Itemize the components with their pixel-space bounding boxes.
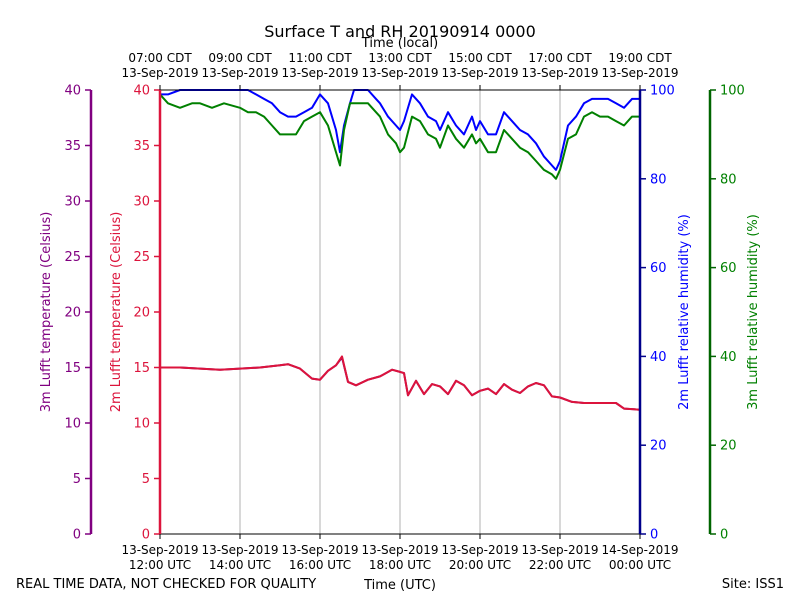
y-axis-label-t3m: 3m Lufft temperature (Celsius) xyxy=(39,212,54,413)
x-tick-label-top-time: 19:00 CDT xyxy=(608,51,672,65)
x-tick-label-top-date: 13-Sep-2019 xyxy=(201,66,278,80)
y-axis-label-t2m: 2m Lufft temperature (Celsius) xyxy=(109,212,124,413)
y-tick-label-t3m: 0 xyxy=(73,528,81,543)
x-tick-label-top-time: 09:00 CDT xyxy=(208,51,272,65)
y-tick-label-t3m: 30 xyxy=(64,195,81,210)
y-tick-label-rh3m: 40 xyxy=(720,350,737,365)
x-tick-label-top-date: 13-Sep-2019 xyxy=(601,66,678,80)
x-tick-label-bottom-date: 14-Sep-2019 xyxy=(601,543,678,557)
x-tick-label-top-time: 17:00 CDT xyxy=(528,51,592,65)
y-tick-label-rh2m: 80 xyxy=(650,172,667,187)
y-tick-label-rh3m: 100 xyxy=(720,84,745,99)
x-tick-label-bottom-time: 00:00 UTC xyxy=(609,558,671,572)
y-tick-label-rh3m: 0 xyxy=(720,528,728,543)
x-tick-label-top-time: 13:00 CDT xyxy=(368,51,432,65)
y-tick-label-t3m: 10 xyxy=(64,417,81,432)
x-tick-label-bottom-time: 16:00 UTC xyxy=(289,558,351,572)
x-tick-label-top-date: 13-Sep-2019 xyxy=(121,66,198,80)
x-tick-label-top-date: 13-Sep-2019 xyxy=(521,66,598,80)
x-tick-label-bottom-time: 22:00 UTC xyxy=(529,558,591,572)
y-tick-label-t2m: 35 xyxy=(133,139,150,154)
x-tick-label-bottom-date: 13-Sep-2019 xyxy=(121,543,198,557)
grid-lines xyxy=(239,90,561,534)
y-tick-label-t2m: 15 xyxy=(133,361,150,376)
y-tick-label-t2m: 30 xyxy=(133,195,150,210)
x-tick-label-top-date: 13-Sep-2019 xyxy=(441,66,518,80)
x-tick-label-top-date: 13-Sep-2019 xyxy=(281,66,358,80)
x-tick-label-bottom-time: 20:00 UTC xyxy=(449,558,511,572)
y-tick-label-t2m: 40 xyxy=(133,84,150,99)
y-tick-label-rh2m: 20 xyxy=(650,439,667,454)
y-tick-label-rh2m: 0 xyxy=(650,528,658,543)
series-lines xyxy=(159,89,641,411)
x-tick-label-top-time: 15:00 CDT xyxy=(448,51,512,65)
x-tick-label-bottom-time: 14:00 UTC xyxy=(209,558,271,572)
y-tick-label-t2m: 25 xyxy=(133,250,150,265)
bottom-axis-label: Time (UTC) xyxy=(363,578,436,593)
y-axis-rh3m: 0 20 40 60 80 100 3m Lufft relative humidity (… xyxy=(708,84,761,543)
quality-note: REAL TIME DATA, NOT CHECKED FOR QUALITY xyxy=(16,577,316,592)
x-tick-label-bottom-date: 13-Sep-2019 xyxy=(441,543,518,557)
y-tick-label-t3m: 40 xyxy=(64,84,81,99)
y-tick-label-rh2m: 60 xyxy=(650,261,667,276)
y-axis-t3m: 0 5 10 15 20 25 30 35 40 3m Lufft temperature (Ce… xyxy=(39,84,93,543)
y-tick-label-t2m: 0 xyxy=(142,528,150,543)
y-tick-label-rh2m: 40 xyxy=(650,350,667,365)
x-tick-label-top-date: 13-Sep-2019 xyxy=(361,66,438,80)
y-tick-label-rh3m: 60 xyxy=(720,261,737,276)
site-label: Site: ISS1 xyxy=(722,577,784,592)
chart-title: Surface T and RH 20190914 0000 xyxy=(264,22,536,41)
y-tick-label-t2m: 10 xyxy=(133,417,150,432)
y-tick-label-t3m: 20 xyxy=(64,306,81,321)
x-tick-label-bottom-time: 12:00 UTC xyxy=(129,558,191,572)
series-line-rh2m xyxy=(160,89,640,171)
y-axis-label-rh2m: 2m Lufft relative humidity (%) xyxy=(677,214,692,410)
x-tick-label-top-time: 11:00 CDT xyxy=(288,51,352,65)
top-axis-label: Time (local) xyxy=(361,36,438,51)
x-tick-label-bottom-date: 13-Sep-2019 xyxy=(281,543,358,557)
y-tick-label-rh3m: 20 xyxy=(720,439,737,454)
x-tick-label-bottom-date: 13-Sep-2019 xyxy=(361,543,438,557)
x-tick-label-bottom-date: 13-Sep-2019 xyxy=(201,543,278,557)
x-tick-label-bottom-date: 13-Sep-2019 xyxy=(521,543,598,557)
y-tick-label-rh3m: 80 xyxy=(720,172,737,187)
series-line-t2m xyxy=(160,355,641,411)
y-axis-t2m: 0 5 10 15 20 25 30 35 40 2m Lufft temperature (Ce… xyxy=(109,84,162,543)
y-tick-label-t3m: 15 xyxy=(64,361,81,376)
series-line-rh3m xyxy=(159,93,640,180)
x-tick-label-top-time: 07:00 CDT xyxy=(128,51,192,65)
y-tick-label-rh2m: 100 xyxy=(650,84,675,99)
y-tick-label-t3m: 5 xyxy=(73,472,81,487)
x-tick-label-bottom-time: 18:00 UTC xyxy=(369,558,431,572)
y-axis-label-rh3m: 3m Lufft relative humidity (%) xyxy=(746,214,761,410)
y-tick-label-t2m: 5 xyxy=(142,472,150,487)
y-tick-label-t3m: 35 xyxy=(64,139,81,154)
axes: 0 5 10 15 20 25 30 35 40 3m Lufft temperature (Ce… xyxy=(39,51,761,572)
y-tick-label-t3m: 25 xyxy=(64,250,81,265)
y-axis-rh2m: 0 20 40 60 80 100 2m Lufft relative humidity (… xyxy=(638,84,692,543)
y-tick-label-t2m: 20 xyxy=(133,306,150,321)
